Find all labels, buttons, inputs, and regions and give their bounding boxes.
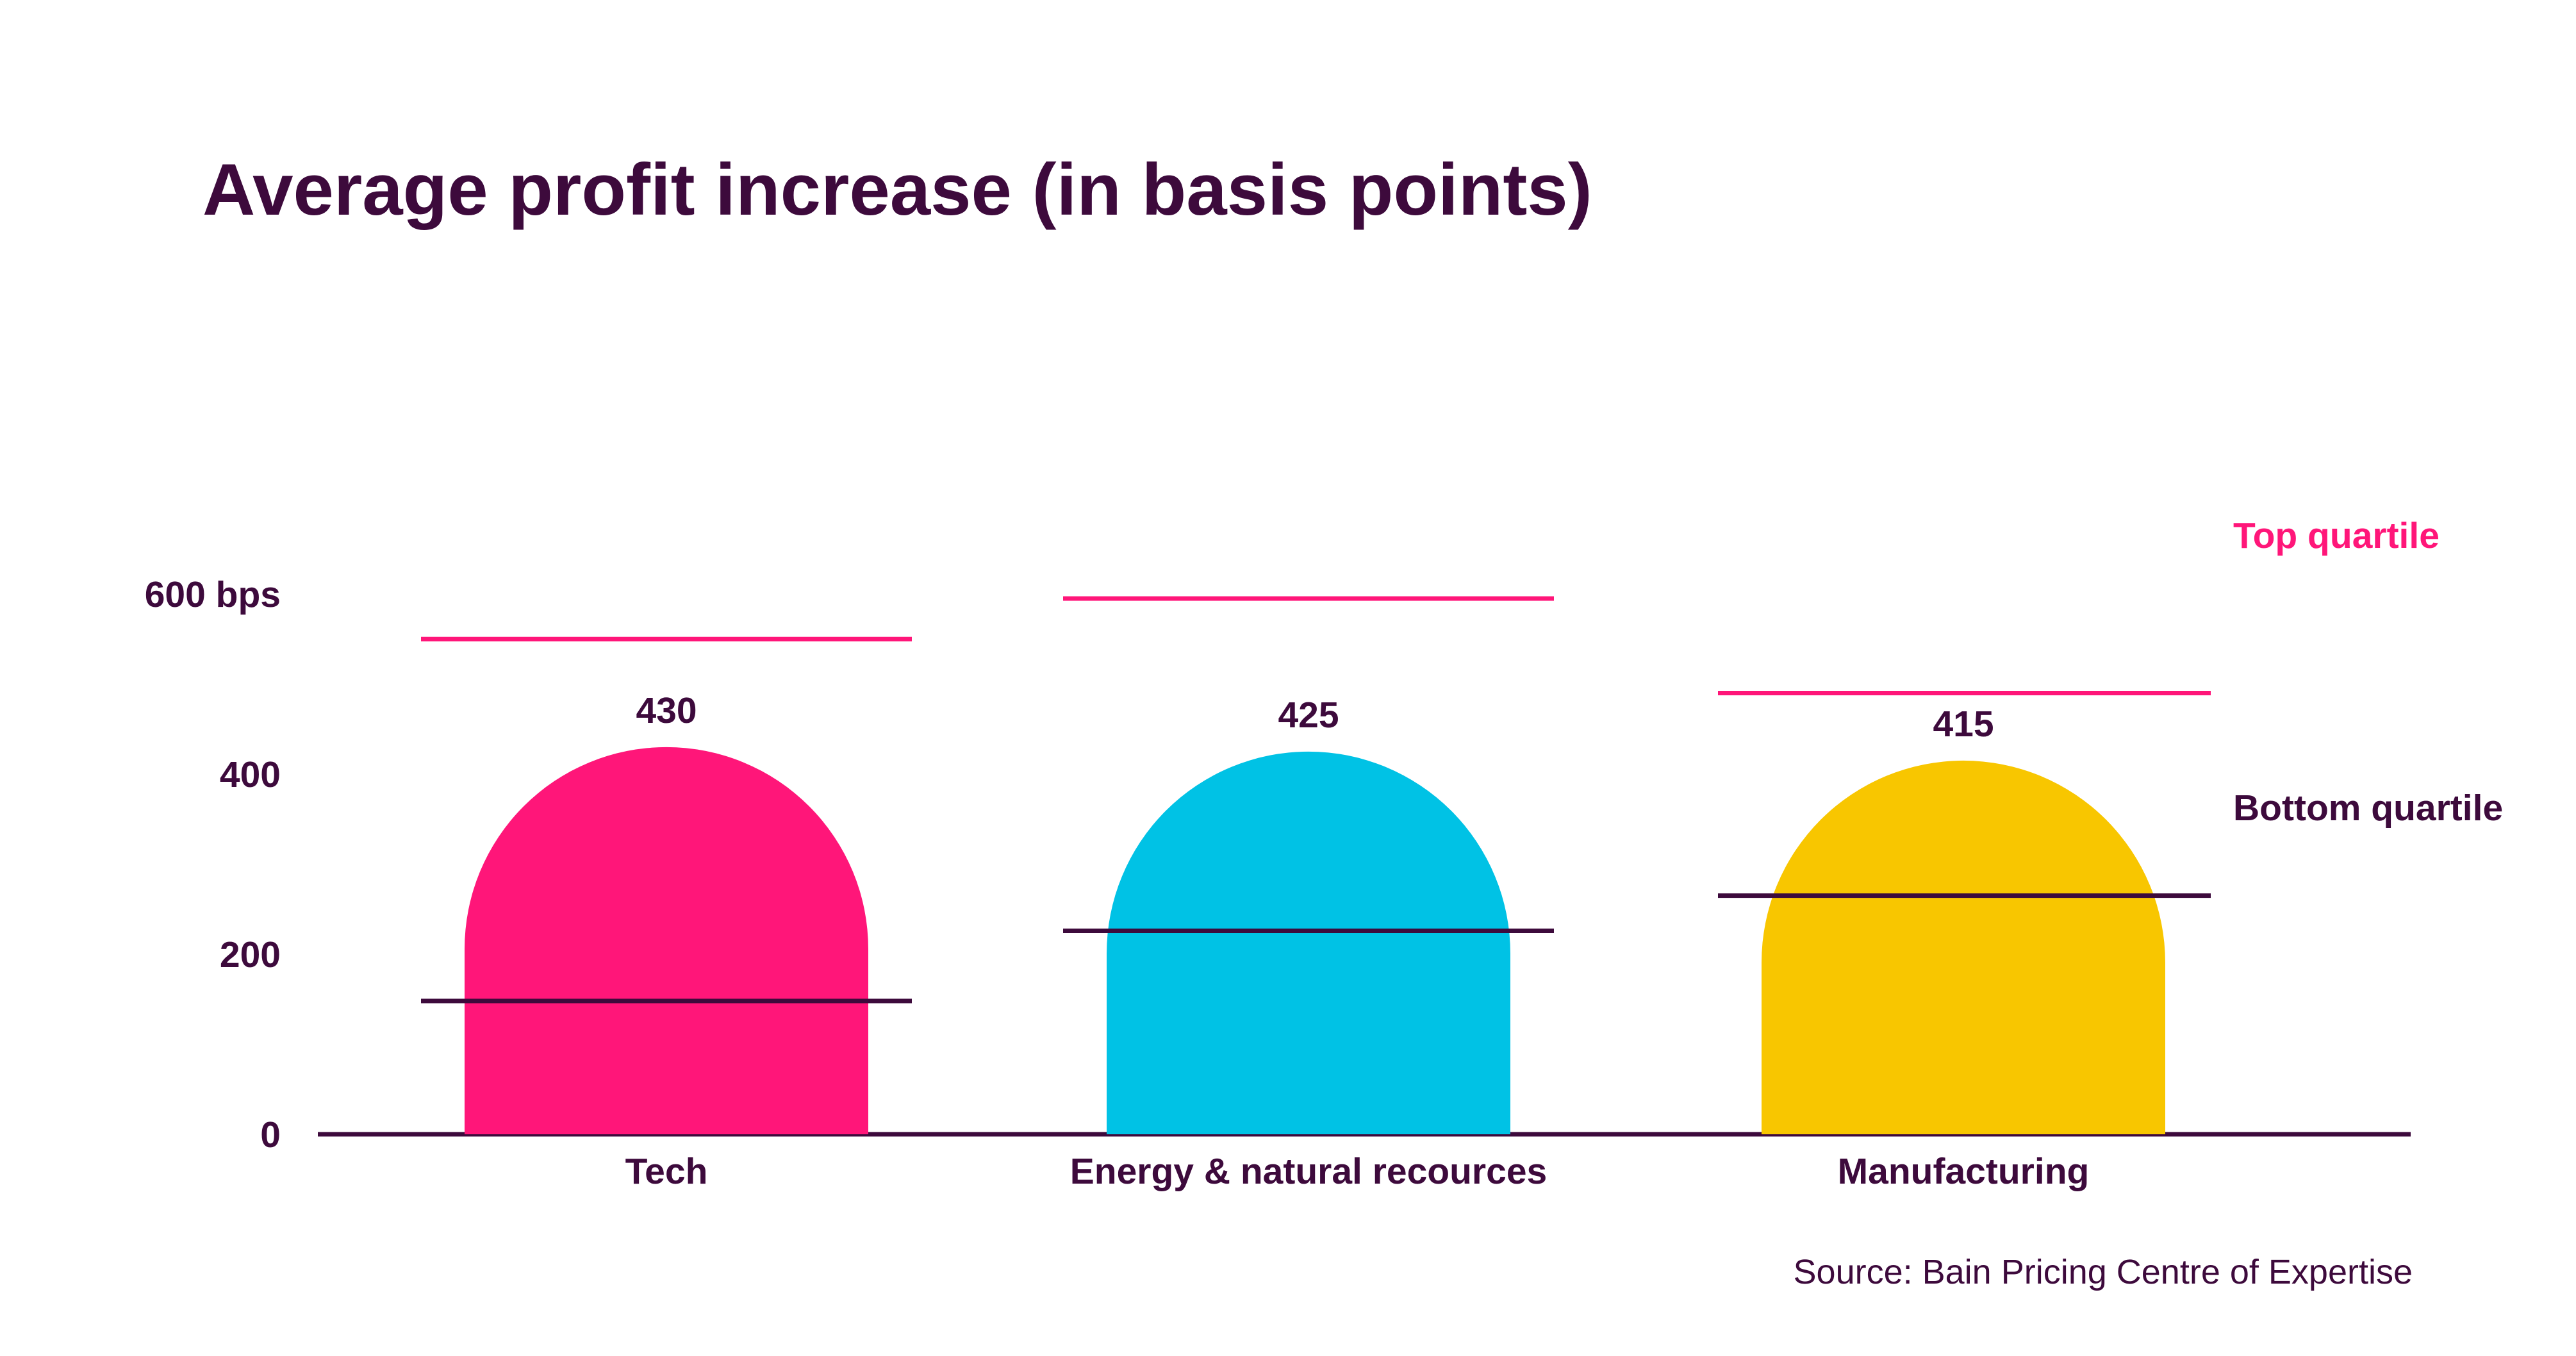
top-quartile-lines bbox=[421, 596, 2211, 696]
category-label: Tech bbox=[625, 1151, 708, 1192]
legend-top-quartile: Top quartile bbox=[2233, 515, 2440, 556]
bar bbox=[1762, 760, 2165, 1134]
bar-value-label: 415 bbox=[1933, 704, 1994, 745]
bottom-quartile-lines bbox=[421, 893, 2211, 1004]
chart-title: Average profit increase (in basis points… bbox=[202, 149, 1592, 231]
y-tick-label: 0 bbox=[260, 1114, 281, 1155]
bar-value-label: 430 bbox=[636, 690, 697, 731]
bar bbox=[465, 747, 868, 1134]
legend-bottom-quartile: Bottom quartile bbox=[2233, 788, 2503, 829]
bar bbox=[1107, 751, 1510, 1134]
bars bbox=[465, 747, 2165, 1134]
category-labels: Tech Energy & natural recources Manufactur… bbox=[625, 1151, 2090, 1192]
y-tick-label: 200 bbox=[220, 934, 281, 975]
category-label: Manufacturing bbox=[1838, 1151, 2090, 1192]
category-label: Energy & natural recources bbox=[1070, 1151, 1547, 1192]
y-tick-label: 600 bps bbox=[145, 574, 281, 615]
source-note: Source: Bain Pricing Centre of Expertise bbox=[1794, 1253, 2413, 1291]
bar-value-label: 425 bbox=[1278, 695, 1339, 736]
y-tick-label: 400 bbox=[220, 754, 281, 795]
data-labels: 430 425 415 bbox=[636, 690, 1994, 745]
y-axis-ticks: 0 200 400 600 bps bbox=[145, 574, 281, 1155]
